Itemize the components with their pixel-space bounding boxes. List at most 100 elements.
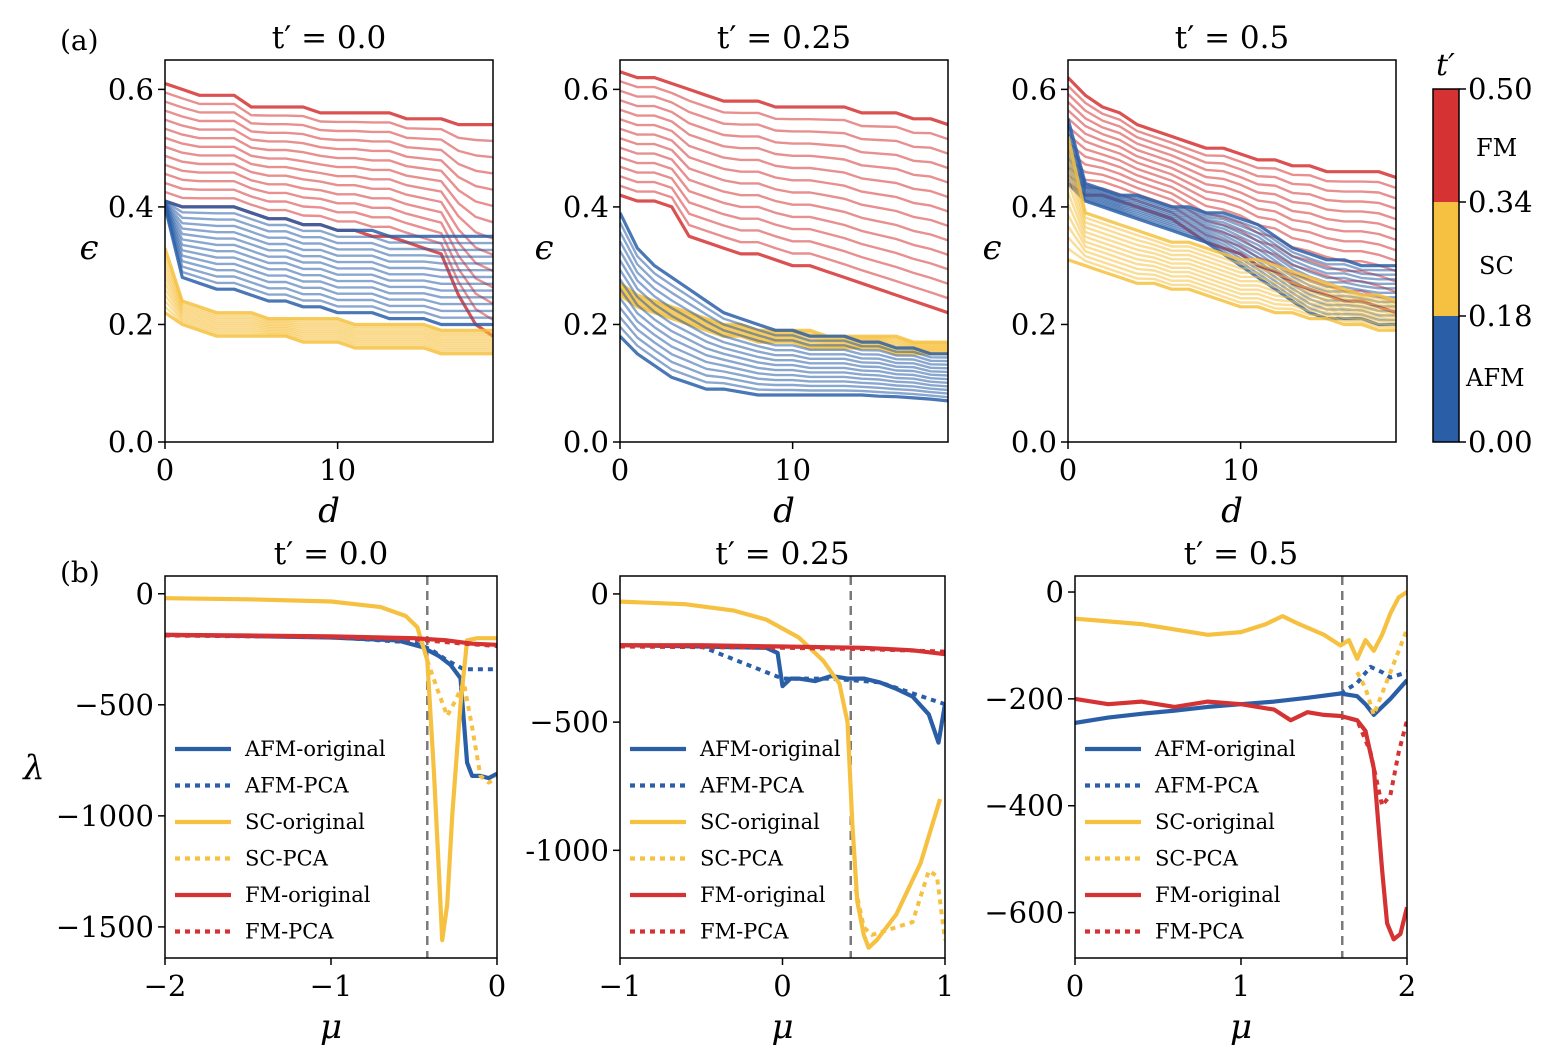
panel-b3-legend-label-sc-pca: SC-PCA	[1155, 847, 1239, 871]
panel-b1-legend-label-afm-pca: AFM-PCA	[244, 774, 350, 798]
panel-a1-fm-line-7	[165, 145, 493, 240]
panel-a1-afm-line-4	[165, 202, 493, 265]
panel-a3-ytick-label: 0.2	[1011, 307, 1057, 341]
panel-b1-ytick-label: −1500	[56, 910, 154, 944]
panel-a2-fm-line-10	[620, 165, 948, 271]
panel-a1-fm-line-8	[165, 154, 493, 256]
panel-a2-afm-line-11	[620, 316, 948, 395]
panel-a2-ytick-label: 0.6	[563, 72, 609, 106]
panel-b2-xtick-label: 0	[773, 969, 791, 1003]
panel-b1-sc-pca-line	[425, 659, 497, 785]
panel-a1-fm-line-2	[165, 100, 493, 159]
panel-a2-afm-line-12	[620, 325, 948, 399]
panel-a3-fm-line-5	[1068, 117, 1396, 231]
panel-b2-sc-original-line	[620, 599, 943, 950]
panel-a1-epsilon-vs-d: t′ = 0.0 d 0.0 0.2 0.4 0.6 0 10 ϵ	[79, 20, 494, 531]
panel-a1-afm-line-6	[165, 203, 493, 279]
panel-b1-series	[165, 576, 497, 958]
panel-a1-afm-line-9	[165, 204, 493, 299]
panel-a2-afm-line-7	[620, 278, 948, 381]
panel-b2-legend-label-afm-original: AFM-original	[699, 737, 841, 761]
panel-a3-fm-line-7	[1068, 133, 1396, 252]
panel-a3-afm-line-5	[1068, 143, 1396, 290]
panel-a3-line-bundles	[1068, 76, 1396, 332]
colorbar-label-sc: SC	[1479, 252, 1514, 280]
panel-a2-ytick-label: 0.2	[563, 307, 609, 341]
panel-a1-afm-line-8	[165, 204, 493, 292]
panel-b2-afm-original-line	[620, 643, 945, 745]
panel-b1-title: t′ = 0.0	[274, 536, 388, 572]
panel-b3-sc-original-line	[1075, 590, 1407, 661]
panel-a2-afm-line-13	[620, 335, 948, 403]
panel-a2-afm-line-5	[620, 259, 948, 374]
panel-a1-sc-line-0	[165, 247, 493, 332]
panel-a3-sc-line-1	[1068, 147, 1396, 305]
panel-b3-ytick-label: −400	[984, 789, 1064, 823]
panel-a2-fm-line-8	[620, 146, 948, 242]
panel-a1-sc-line-9	[165, 300, 493, 351]
panel-a3-fm-line-0	[1068, 76, 1396, 180]
panel-a3-sc-line-8	[1068, 225, 1396, 324]
panel-a3-fm-line-4	[1068, 109, 1396, 221]
panel-a3-fm-line-2	[1068, 93, 1396, 200]
panel-a1-fm-line-11	[165, 181, 493, 305]
panel-a3-fm-line-8	[1068, 141, 1396, 262]
panel-b3-xtick-label: 2	[1398, 969, 1416, 1003]
panel-b1-legend-label-fm-pca: FM-PCA	[245, 920, 334, 944]
panel-a2-fm-line-4	[620, 108, 948, 184]
panel-a1-fm-line-6	[165, 136, 493, 224]
panel-b3-legend-label-sc-original: SC-original	[1155, 810, 1275, 834]
panel-b3-ytick-label: 0	[1046, 575, 1064, 609]
colorbar-sc-segment	[1433, 202, 1459, 316]
panel-a2-fm-line-5	[620, 118, 948, 199]
panel-a3-afm-line-4	[1068, 138, 1396, 285]
colorbar-title: t′	[1436, 48, 1455, 83]
panel-b2-ytick-label: 0	[591, 577, 609, 611]
panel-b3-legend-label-fm-pca: FM-PCA	[1155, 920, 1244, 944]
panel-b3-fm-original-line	[1075, 696, 1407, 942]
panel-a1-afm-line-11	[165, 205, 493, 313]
panel-a1-afm-line-10	[165, 205, 493, 306]
panel-a1-sc-line-4	[165, 271, 493, 341]
panel-a3-ylabel: ϵ	[982, 228, 1001, 268]
panel-a3-sc-line-0	[1068, 136, 1396, 303]
panel-a2-fm-line-12	[620, 184, 948, 300]
panel-b3-title: t′ = 0.5	[1184, 536, 1298, 572]
panel-a3-fm-line-1	[1068, 84, 1396, 190]
panel-a2-afm-line-2	[620, 231, 948, 363]
panel-a2-fm-line-7	[620, 137, 948, 228]
panel-a1-sc-line-1	[165, 253, 493, 334]
panel-a1-ytick-label: 0.6	[108, 72, 154, 106]
panel-a1-afm-line-5	[165, 202, 493, 272]
panel-a1-line-bundles	[165, 81, 493, 356]
panel-b1-ytick-label: −1000	[56, 799, 154, 833]
panel-b1-legend-label-fm-original: FM-original	[245, 883, 371, 907]
panel-b3-legend: AFM-original AFM-PCA SC-original SC-PCA FM-o…	[1085, 737, 1296, 944]
panel-a1-fm-line-5	[165, 127, 493, 208]
panel-a2-xlabel: d	[773, 491, 795, 531]
panel-label-a: (a)	[60, 24, 99, 57]
panel-a3-xtick-label: 0	[1059, 453, 1077, 487]
panel-b2-xtick-label: 1	[936, 969, 954, 1003]
panel-b1-lambda-vs-mu: t′ = 0.0 μ 0 −500 −1000 −1500 −2 −1 0 λ AFM-origin…	[21, 536, 506, 1047]
panel-a2-fm-line-6	[620, 127, 948, 213]
colorbar-label-fm: FM	[1476, 134, 1517, 162]
panel-b1-legend: AFM-original AFM-PCA SC-original SC-PCA FM-o…	[175, 737, 386, 944]
panel-a3-afm-line-8	[1068, 158, 1396, 304]
panel-a2-epsilon-vs-d: t′ = 0.25 d 0.0 0.2 0.4 0.6 0 10 ϵ	[534, 20, 949, 531]
panel-a1-fm-line-1	[165, 91, 493, 143]
panel-label-b: (b)	[60, 556, 100, 589]
panel-a2-fm-line-13	[620, 193, 948, 315]
panel-a1-afm-line-13	[165, 206, 493, 327]
panel-b2-fm-pca-line	[620, 644, 945, 654]
panel-b2-legend-label-afm-pca: AFM-PCA	[699, 774, 805, 798]
panel-a1-sc-line-8	[165, 294, 493, 349]
panel-a1-fm-line-9	[165, 163, 493, 273]
panel-b3-afm-original-line	[1075, 678, 1407, 725]
panel-b3-ytick-label: −200	[984, 682, 1064, 716]
panel-a1-sc-line-7	[165, 288, 493, 347]
panel-b1-legend-label-sc-pca: SC-PCA	[245, 847, 329, 871]
panel-a2-line-bundles	[620, 70, 948, 403]
panel-a1-title: t′ = 0.0	[272, 20, 386, 56]
